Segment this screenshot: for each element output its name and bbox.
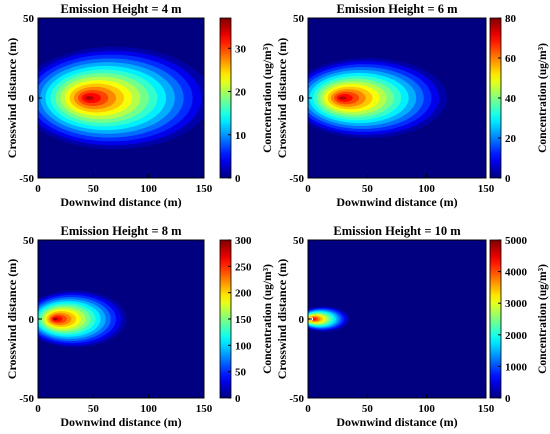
x-tick-label: 150 — [478, 403, 495, 415]
y-tick-label: 50 — [23, 13, 35, 25]
colorbar-tick-label: 80 — [505, 13, 517, 25]
panel-4: Emission Height = 10 m0 50 100 150500-50Dow… — [275, 224, 549, 429]
colorbar-tick-label: 40 — [505, 93, 517, 105]
colorbar-tick-label: 1000 — [505, 361, 528, 373]
y-tick-label: 0 — [29, 314, 35, 326]
x-tick-label: 50 — [88, 183, 100, 195]
x-tick-label: 100 — [140, 403, 157, 415]
y-tick-label: -50 — [289, 173, 304, 185]
colorbar-label: Concentration (ug/m³) — [262, 264, 274, 374]
panel-2: Emission Height = 6 m0 50 100 150500-50Down… — [275, 2, 549, 209]
colorbar — [489, 239, 502, 399]
colorbar-tick-label: 300 — [235, 235, 252, 247]
y-tick-label: 50 — [293, 13, 305, 25]
y-axis-label: Crosswind distance (m) — [275, 38, 289, 158]
colorbar-tick-label: 150 — [235, 314, 252, 326]
x-tick-label: 0 — [305, 403, 311, 415]
colorbar-tick-label: 200 — [235, 288, 252, 300]
plume — [38, 46, 204, 150]
x-tick-label: 100 — [140, 183, 157, 195]
x-tick-label: 150 — [196, 403, 213, 415]
y-axis-label: Crosswind distance (m) — [5, 259, 19, 379]
colorbar-tick-label: 4000 — [505, 267, 528, 279]
x-tick-label: 150 — [478, 183, 495, 195]
x-tick-label: 0 — [35, 403, 41, 415]
colorbar-tick-label: 20 — [505, 133, 517, 145]
y-tick-label: 0 — [299, 314, 305, 326]
y-tick-label: 50 — [23, 235, 35, 247]
x-tick-label: 100 — [418, 183, 435, 195]
colorbar-tick-label: 0 — [505, 173, 511, 185]
chart-title: Emission Height = 10 m — [333, 224, 461, 238]
plume-contour — [53, 318, 56, 320]
x-tick-label: 50 — [88, 403, 100, 415]
plume — [38, 290, 127, 348]
colorbar-label: Concentration (ug/m³) — [262, 43, 274, 153]
x-tick-label: 100 — [418, 403, 435, 415]
colorbar-tick-label: 2000 — [505, 330, 528, 342]
y-tick-label: 50 — [293, 235, 305, 247]
colorbar-tick-label: 0 — [235, 173, 241, 185]
y-axis-label: Crosswind distance (m) — [275, 259, 289, 379]
plume-contour — [85, 95, 94, 101]
colorbar-label: Concentration (ug/m³) — [537, 43, 549, 153]
x-tick-label: 50 — [362, 403, 374, 415]
panel-3: Emission Height = 8 m0 50 100 150500-50Down… — [5, 224, 274, 429]
x-axis-label: Downwind distance (m) — [60, 415, 181, 429]
x-tick-label: 50 — [362, 183, 374, 195]
x-tick-label: 0 — [305, 183, 311, 195]
y-tick-label: 0 — [29, 93, 35, 105]
colorbar-tick-label: 3000 — [505, 298, 528, 310]
colorbar-tick-label: 250 — [235, 261, 252, 273]
colorbar-tick-label: 50 — [235, 367, 247, 379]
colorbar-tick-label: 100 — [235, 340, 252, 352]
y-tick-label: -50 — [289, 393, 304, 405]
colorbar-tick-label: 5000 — [505, 235, 528, 247]
chart-title: Emission Height = 4 m — [60, 2, 182, 16]
x-axis-label: Downwind distance (m) — [60, 195, 181, 209]
panel-1: Emission Height = 4 m0 50 100 150500-50Down… — [5, 2, 274, 209]
x-tick-label: 0 — [35, 183, 41, 195]
x-tick-label: 150 — [196, 183, 213, 195]
x-axis-label: Downwind distance (m) — [336, 195, 457, 209]
chart-title: Emission Height = 6 m — [336, 2, 458, 16]
plume — [308, 306, 350, 332]
y-axis-label: Crosswind distance (m) — [5, 38, 19, 158]
chart-title: Emission Height = 8 m — [60, 224, 182, 238]
plume-contour — [340, 97, 343, 99]
colorbar-tick-label: 10 — [235, 130, 247, 142]
plume — [308, 58, 447, 138]
y-tick-label: -50 — [19, 173, 34, 185]
colorbar-tick-label: 20 — [235, 87, 247, 99]
colorbar-tick-label: 30 — [235, 43, 247, 55]
x-axis-label: Downwind distance (m) — [336, 415, 457, 429]
y-tick-label: -50 — [19, 393, 34, 405]
colorbar — [219, 17, 232, 179]
colorbar-label: Concentration (ug/m³) — [537, 264, 549, 374]
plume-contour — [86, 97, 90, 99]
colorbar-tick-label: 60 — [505, 53, 517, 65]
colorbar-tick-label: 0 — [235, 393, 241, 405]
colorbar-tick-label: 0 — [505, 393, 511, 405]
y-tick-label: 0 — [299, 93, 305, 105]
